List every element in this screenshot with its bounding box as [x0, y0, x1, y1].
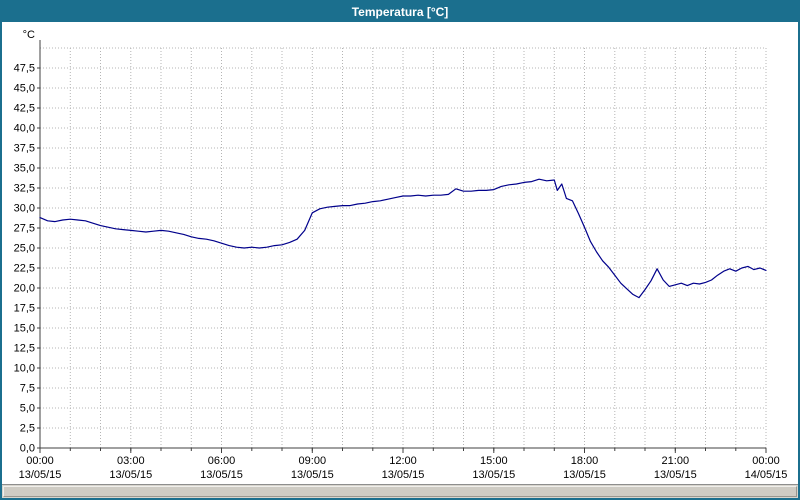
window-titlebar[interactable]: Temperatura [°C] — [2, 2, 798, 22]
svg-text:45,0: 45,0 — [14, 83, 35, 95]
svg-text:27,5: 27,5 — [14, 223, 35, 235]
svg-text:14/05/15: 14/05/15 — [745, 469, 788, 481]
svg-text:10,0: 10,0 — [14, 363, 35, 375]
svg-text:37,5: 37,5 — [14, 143, 35, 155]
scrollbar-thumb[interactable] — [3, 486, 797, 497]
svg-text:2,5: 2,5 — [20, 423, 35, 435]
svg-text:15:00: 15:00 — [480, 455, 508, 467]
svg-text:°C: °C — [23, 29, 35, 41]
svg-text:09:00: 09:00 — [299, 455, 327, 467]
svg-text:13/05/15: 13/05/15 — [472, 469, 515, 481]
svg-text:03:00: 03:00 — [117, 455, 145, 467]
svg-text:0,0: 0,0 — [20, 443, 35, 455]
svg-text:13/05/15: 13/05/15 — [109, 469, 152, 481]
svg-text:30,0: 30,0 — [14, 203, 35, 215]
svg-text:18:00: 18:00 — [571, 455, 599, 467]
svg-text:7,5: 7,5 — [20, 383, 35, 395]
svg-text:17,5: 17,5 — [14, 303, 35, 315]
svg-text:35,0: 35,0 — [14, 163, 35, 175]
svg-text:20,0: 20,0 — [14, 283, 35, 295]
svg-text:00:00: 00:00 — [752, 455, 780, 467]
svg-text:42,5: 42,5 — [14, 103, 35, 115]
svg-text:00:00: 00:00 — [26, 455, 54, 467]
svg-text:06:00: 06:00 — [208, 455, 236, 467]
svg-text:12:00: 12:00 — [389, 455, 417, 467]
svg-text:13/05/15: 13/05/15 — [200, 469, 243, 481]
svg-text:13/05/15: 13/05/15 — [19, 469, 62, 481]
svg-text:22,5: 22,5 — [14, 263, 35, 275]
svg-text:25,0: 25,0 — [14, 243, 35, 255]
temperature-chart: 47,5 45,0 42,5 40,0 37,5 35,0 32,5 30,0 27,5 25,0… — [14, 29, 788, 481]
svg-text:13/05/15: 13/05/15 — [382, 469, 425, 481]
svg-text:12,5: 12,5 — [14, 343, 35, 355]
svg-text:40,0: 40,0 — [14, 123, 35, 135]
chart-area: 47,5 45,0 42,5 40,0 37,5 35,0 32,5 30,0 27,5 25,0… — [2, 22, 798, 484]
svg-text:13/05/15: 13/05/15 — [291, 469, 334, 481]
svg-text:13/05/15: 13/05/15 — [563, 469, 606, 481]
horizontal-scrollbar[interactable] — [2, 484, 798, 498]
svg-text:21:00: 21:00 — [662, 455, 690, 467]
svg-text:13/05/15: 13/05/15 — [654, 469, 697, 481]
svg-text:5,0: 5,0 — [20, 403, 35, 415]
svg-text:15,0: 15,0 — [14, 323, 35, 335]
svg-text:47,5: 47,5 — [14, 63, 35, 75]
window-title: Temperatura [°C] — [351, 5, 449, 19]
svg-text:32,5: 32,5 — [14, 183, 35, 195]
